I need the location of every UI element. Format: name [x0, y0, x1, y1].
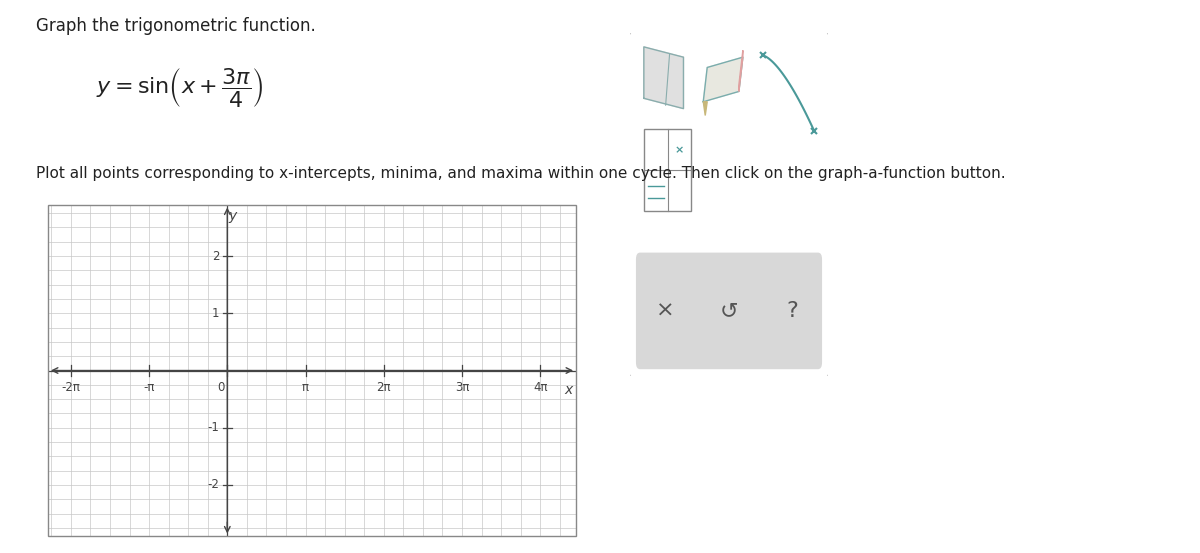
Polygon shape — [644, 47, 684, 108]
Text: ?: ? — [786, 301, 798, 321]
Bar — [644, 129, 691, 211]
Text: -2π: -2π — [61, 381, 80, 394]
Text: ×: × — [656, 301, 674, 321]
Text: y: y — [229, 209, 236, 223]
Text: ↺: ↺ — [720, 301, 738, 321]
Text: x: x — [564, 383, 572, 397]
Text: -π: -π — [143, 381, 155, 394]
Text: 2: 2 — [212, 249, 220, 263]
Text: 3π: 3π — [455, 381, 469, 394]
Text: -1: -1 — [208, 421, 220, 434]
Polygon shape — [703, 57, 743, 102]
Text: π: π — [302, 381, 310, 394]
Text: 2π: 2π — [377, 381, 391, 394]
Text: 0: 0 — [217, 381, 224, 394]
Text: Graph the trigonometric function.: Graph the trigonometric function. — [36, 17, 316, 35]
Polygon shape — [739, 50, 743, 91]
Text: 1: 1 — [212, 307, 220, 320]
Text: 4π: 4π — [533, 381, 547, 394]
Polygon shape — [703, 102, 707, 116]
FancyBboxPatch shape — [628, 30, 830, 379]
Text: Plot all points corresponding to x-intercepts, minima, and maxima within one cyc: Plot all points corresponding to x-inter… — [36, 166, 1006, 181]
Text: ×: × — [674, 145, 684, 155]
Text: -2: -2 — [208, 478, 220, 492]
FancyBboxPatch shape — [636, 253, 822, 369]
Text: $y = \sin\!\left(x+\dfrac{3\pi}{4}\right)$: $y = \sin\!\left(x+\dfrac{3\pi}{4}\right… — [96, 66, 264, 109]
